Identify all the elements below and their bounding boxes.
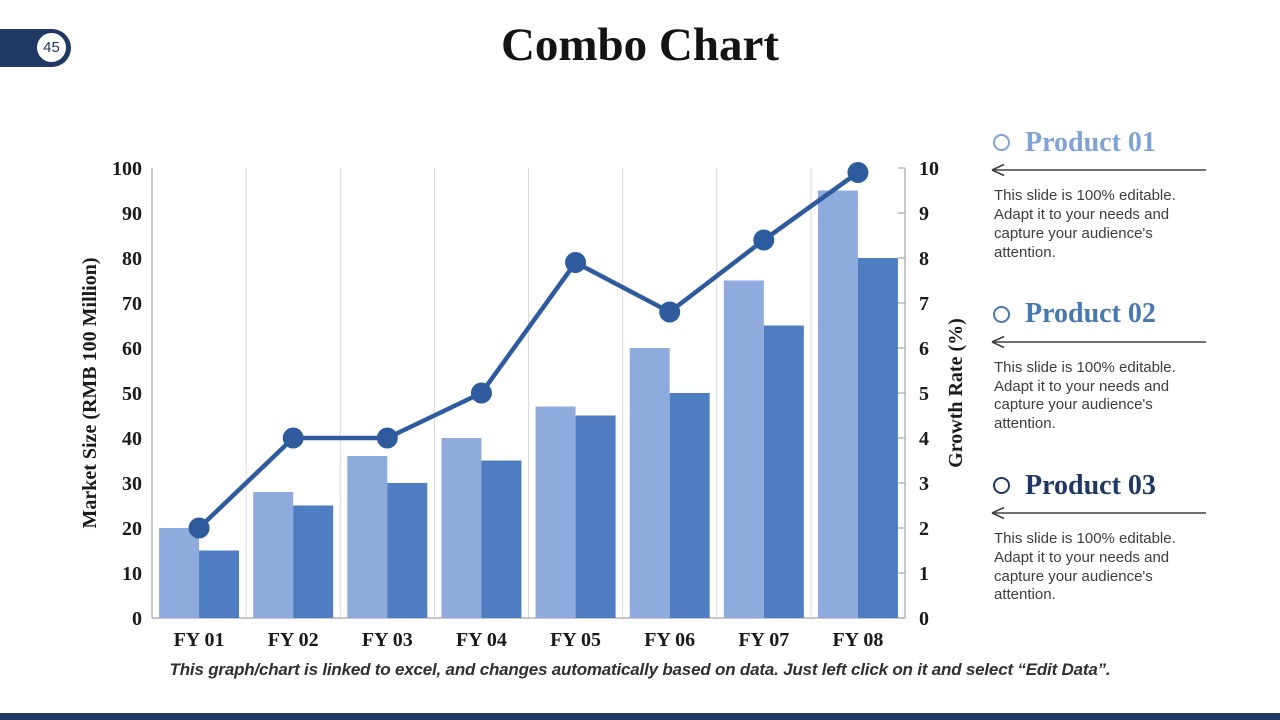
product-heading-row: Product 03	[985, 469, 1217, 501]
right-axis-tick-label: 9	[919, 203, 929, 225]
page-number-badge: 45	[0, 29, 71, 67]
page-number: 45	[35, 31, 68, 64]
bar	[199, 550, 240, 618]
x-axis-category-label: FY 01	[174, 629, 225, 651]
y-axis-tick-label: 10	[122, 563, 142, 585]
circle-bullet-icon	[993, 134, 1010, 152]
x-axis-category-label: FY 03	[362, 629, 413, 651]
line-marker	[470, 382, 492, 404]
bar	[253, 492, 294, 618]
x-axis-category-label: FY 02	[268, 629, 319, 651]
bar	[387, 483, 428, 618]
x-axis-category-label: FY 08	[832, 629, 883, 651]
product-heading-row: Product 01	[985, 128, 1217, 157]
x-axis-category-label: FY 04	[456, 629, 507, 651]
bar	[763, 325, 804, 618]
bar	[293, 505, 334, 618]
bar	[159, 528, 200, 618]
bar	[575, 415, 616, 618]
y-axis-tick-label: 90	[122, 203, 142, 225]
x-axis-category-label: FY 06	[644, 629, 695, 651]
bar	[441, 438, 482, 618]
y-axis-tick-label: 40	[122, 428, 142, 450]
bar	[669, 393, 710, 618]
y-axis-tick-label: 100	[112, 158, 142, 180]
left-arrow-icon	[991, 335, 1206, 349]
y-axis-tick-label: 80	[122, 248, 142, 270]
bar	[857, 258, 898, 618]
footer-bar	[0, 713, 1280, 720]
right-axis-tick-label: 7	[919, 293, 929, 315]
left-axis-title: Market Size (RMB 100 Million)	[80, 257, 101, 528]
bar	[535, 406, 576, 618]
page-title: Combo Chart	[500, 19, 780, 71]
right-axis-tick-label: 10	[919, 158, 939, 180]
right-axis-tick-label: 0	[919, 608, 929, 630]
y-axis-tick-label: 60	[122, 338, 142, 360]
product-heading: Product 01	[1025, 127, 1156, 158]
left-arrow-icon	[991, 506, 1206, 520]
bar	[629, 348, 670, 618]
product-heading-row: Product 02	[985, 298, 1217, 330]
right-axis-tick-label: 4	[919, 428, 929, 450]
bar	[347, 456, 388, 618]
y-axis-tick-label: 70	[122, 293, 142, 315]
right-axis-tick-label: 5	[919, 383, 929, 405]
bar	[723, 280, 764, 618]
y-axis-tick-label: 30	[122, 473, 142, 495]
x-axis-category-label: FY 07	[738, 629, 789, 651]
right-axis-tick-label: 8	[919, 248, 929, 270]
footer-note: This graph/chart is linked to excel, and…	[169, 660, 1111, 679]
product-heading: Product 03	[1025, 469, 1156, 501]
circle-bullet-icon	[993, 305, 1010, 323]
line-marker	[659, 301, 681, 323]
y-axis-tick-label: 50	[122, 383, 142, 405]
product-block-3: Product 03 This slide is 100% editable. …	[985, 469, 1217, 605]
right-axis-tick-label: 6	[919, 338, 929, 360]
right-axis-tick-label: 3	[919, 473, 929, 495]
product-description: This slide is 100% editable. Adapt it to…	[994, 187, 1176, 261]
right-axis-title: Growth Rate (%)	[945, 318, 967, 468]
bar	[817, 190, 858, 618]
product-description: This slide is 100% editable. Adapt it to…	[994, 358, 1176, 433]
right-axis-tick-label: 1	[919, 563, 929, 585]
product-heading: Product 02	[1025, 298, 1156, 330]
growth-line	[197, 170, 860, 530]
y-axis-tick-label: 20	[122, 518, 142, 540]
y-axis-tick-label: 0	[132, 608, 142, 630]
line-marker	[847, 162, 869, 183]
line-marker	[282, 427, 304, 449]
right-axis-tick-label: 2	[919, 518, 929, 540]
line-marker	[565, 252, 587, 273]
line-marker	[188, 517, 210, 539]
circle-bullet-icon	[993, 476, 1010, 494]
left-arrow-icon	[991, 164, 1206, 177]
product-description: This slide is 100% editable. Adapt it to…	[994, 530, 1176, 604]
bar	[481, 460, 522, 618]
combo-chart[interactable]: 0 10 20 30 40 50 60 70 80 90 100 0 1 2 3 4 5 6 7 8 9 10 FY 01 F…	[79, 150, 980, 660]
product-block-2: Product 02 This slide is 100% editable. …	[985, 299, 1217, 433]
product-block-1: Product 01 This slide is 100% editable. …	[985, 128, 1217, 262]
x-axis-category-label: FY 05	[550, 629, 601, 651]
products-panel: Product 01 This slide is 100% editable. …	[985, 128, 1217, 642]
combo-chart-svg[interactable]: 0 10 20 30 40 50 60 70 80 90 100 0 1 2 3 4 5 6 7 8 9 10 FY 01 F…	[79, 150, 980, 660]
line-marker	[753, 229, 775, 251]
line-marker	[376, 427, 398, 449]
